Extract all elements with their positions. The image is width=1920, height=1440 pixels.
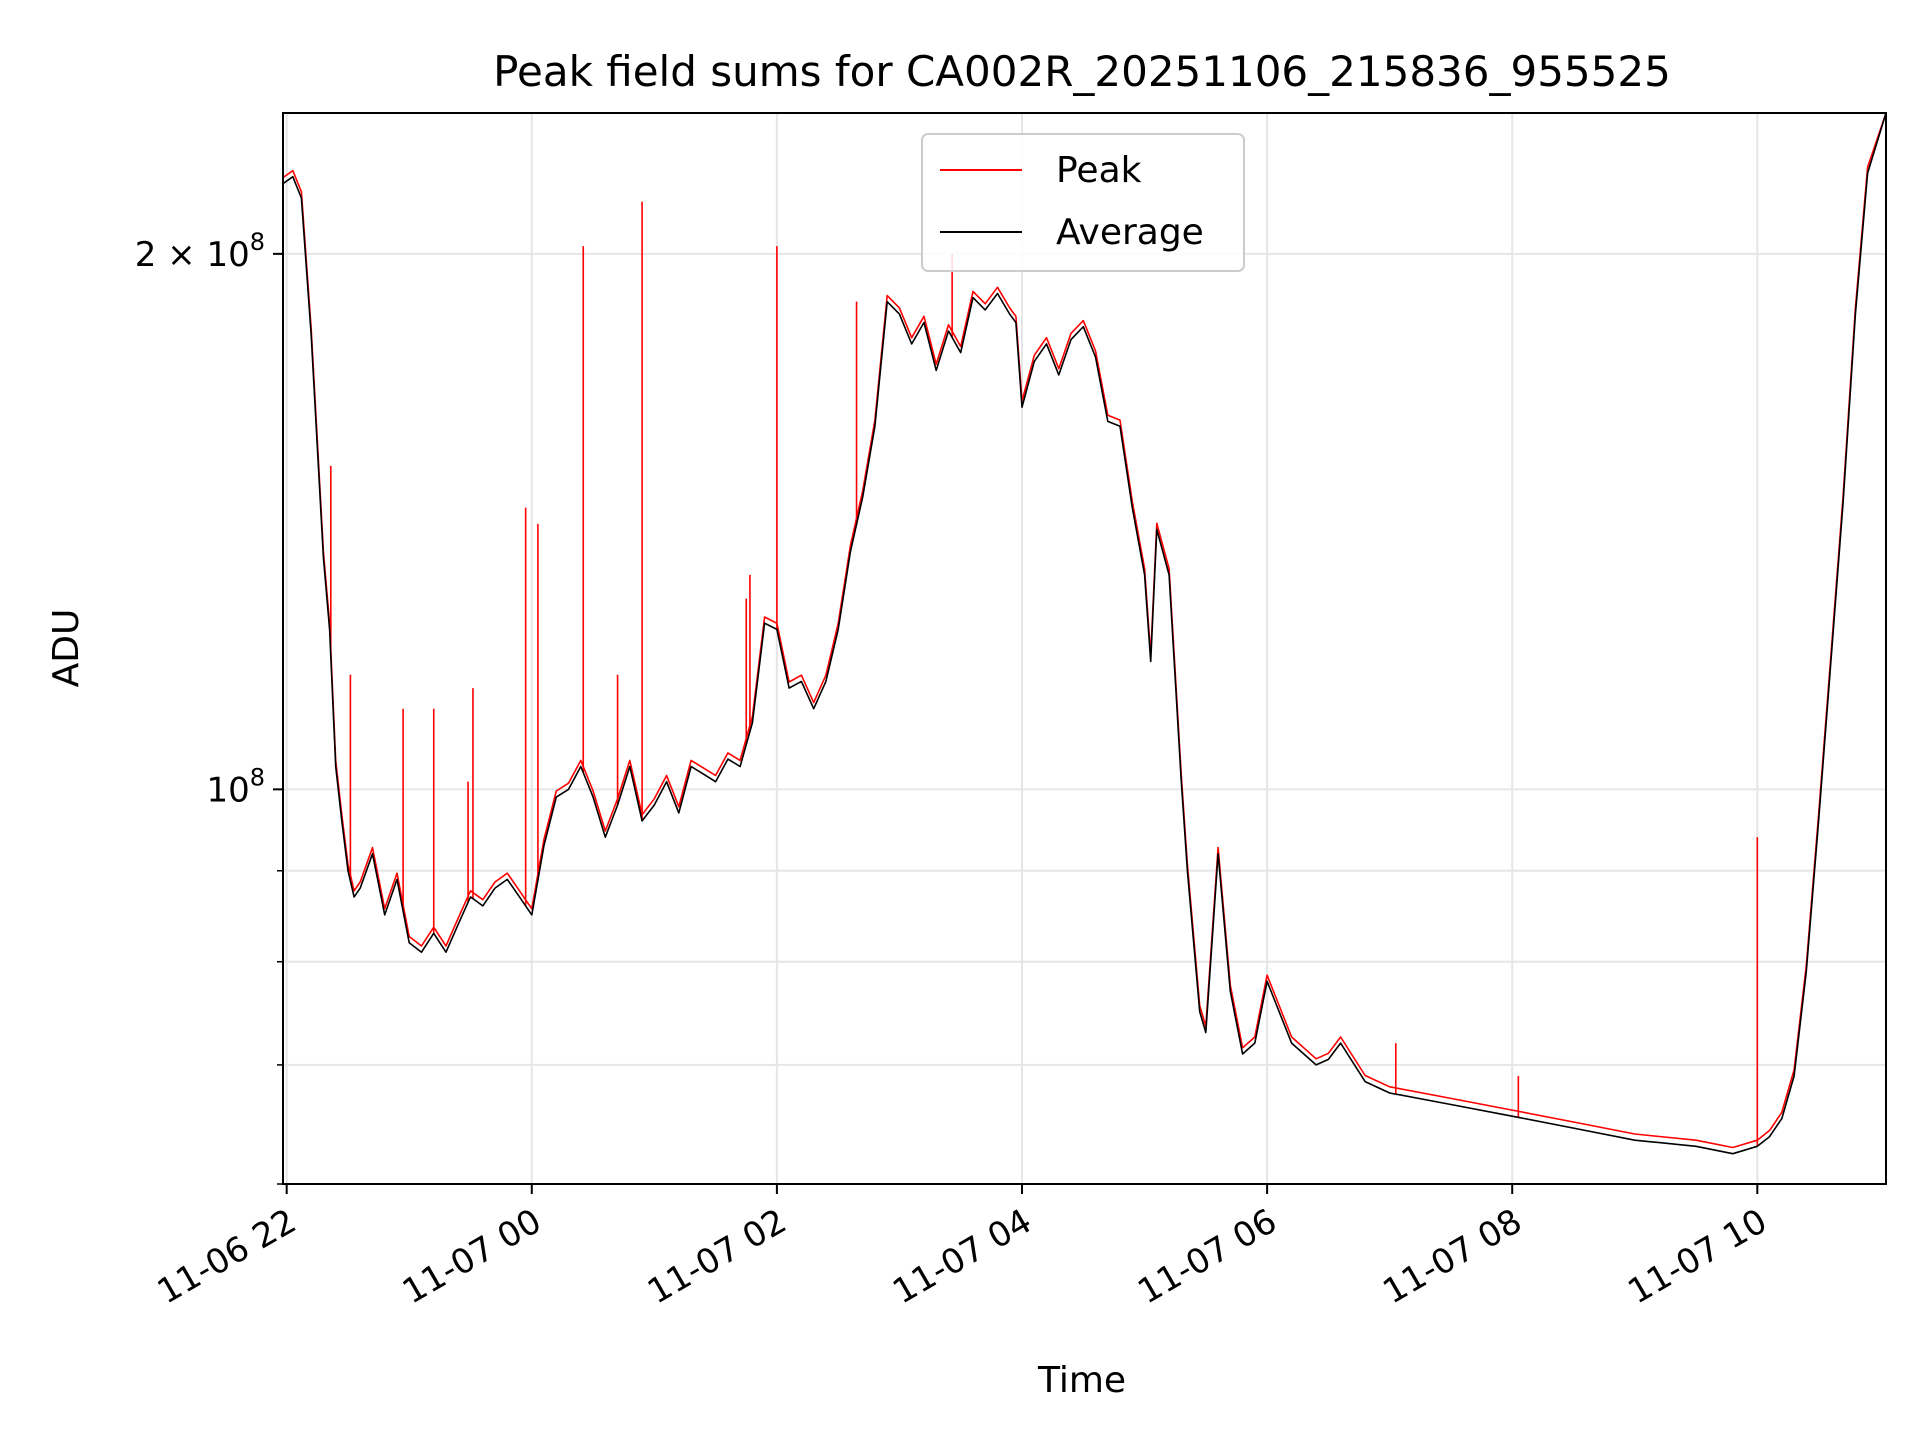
y-tick-mantissa: 2 × — [135, 235, 207, 275]
x-axis-label: Time — [1037, 1360, 1126, 1401]
plot-series — [282, 112, 1887, 1155]
y-tick-label: 2 × 108 — [135, 228, 265, 275]
y-tick-base: 10 — [206, 770, 249, 810]
chart-title: Peak field sums for CA002R_20251106_2158… — [493, 47, 1671, 96]
peak-series-line — [282, 112, 1887, 1149]
average-series-line — [282, 112, 1887, 1155]
legend-peak-label: Peak — [1056, 150, 1142, 191]
y-tick-exponent: 8 — [250, 228, 265, 256]
y-tick-base: 10 — [206, 235, 249, 275]
y-tick-exponent: 8 — [250, 763, 265, 791]
plot-frame — [282, 112, 1887, 1185]
y-tick-label: 108 — [206, 763, 265, 810]
legend-box — [921, 133, 1245, 272]
legend: Peak Average — [921, 133, 1245, 272]
y-axis-label: ADU — [46, 609, 87, 688]
legend-average-label: Average — [1056, 212, 1204, 253]
